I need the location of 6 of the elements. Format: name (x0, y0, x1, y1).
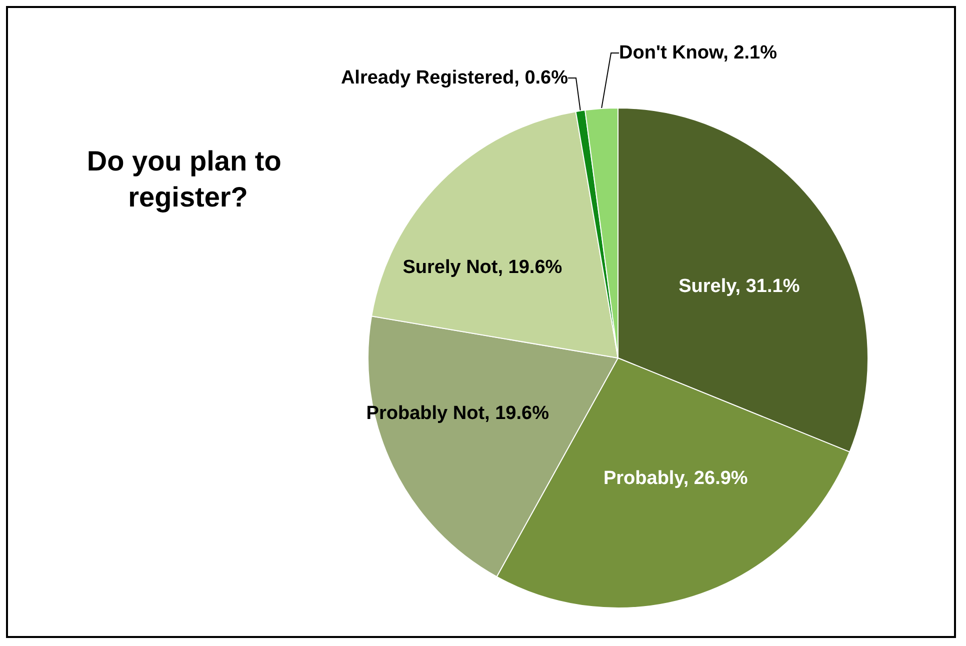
slice-label: Don't Know, 2.1% (619, 42, 778, 64)
slice-label: Surely Not, 19.6% (402, 257, 562, 278)
text: Do you plan to register? (86, 146, 290, 212)
slice-label: Probably, 26.9% (603, 468, 748, 490)
slice-label: Surely, 31.1% (678, 276, 800, 297)
slice-label: Already Registered, 0.6% (340, 68, 568, 88)
